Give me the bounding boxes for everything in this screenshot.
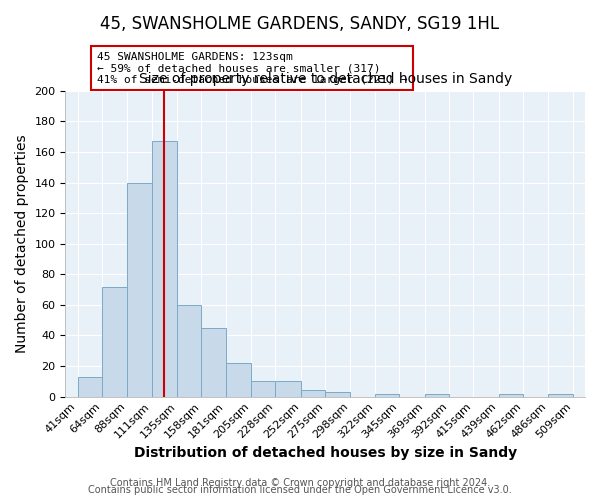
- Bar: [325, 392, 350, 396]
- Bar: [425, 394, 449, 396]
- Y-axis label: Number of detached properties: Number of detached properties: [15, 134, 29, 353]
- Bar: [177, 305, 202, 396]
- Bar: [202, 328, 226, 396]
- Bar: [152, 142, 177, 396]
- X-axis label: Distribution of detached houses by size in Sandy: Distribution of detached houses by size …: [134, 446, 517, 460]
- Bar: [375, 394, 399, 396]
- Bar: [102, 286, 127, 397]
- Bar: [251, 382, 275, 396]
- Title: Size of property relative to detached houses in Sandy: Size of property relative to detached ho…: [139, 72, 512, 86]
- Bar: [226, 363, 251, 396]
- Text: 45, SWANSHOLME GARDENS, SANDY, SG19 1HL: 45, SWANSHOLME GARDENS, SANDY, SG19 1HL: [100, 15, 500, 33]
- Text: Contains public sector information licensed under the Open Government Licence v3: Contains public sector information licen…: [88, 485, 512, 495]
- Bar: [301, 390, 325, 396]
- Bar: [499, 394, 523, 396]
- Bar: [275, 382, 301, 396]
- Bar: [127, 182, 152, 396]
- Bar: [548, 394, 573, 396]
- Text: Contains HM Land Registry data © Crown copyright and database right 2024.: Contains HM Land Registry data © Crown c…: [110, 478, 490, 488]
- Text: 45 SWANSHOLME GARDENS: 123sqm
← 59% of detached houses are smaller (317)
41% of : 45 SWANSHOLME GARDENS: 123sqm ← 59% of d…: [97, 52, 407, 85]
- Bar: [77, 376, 102, 396]
